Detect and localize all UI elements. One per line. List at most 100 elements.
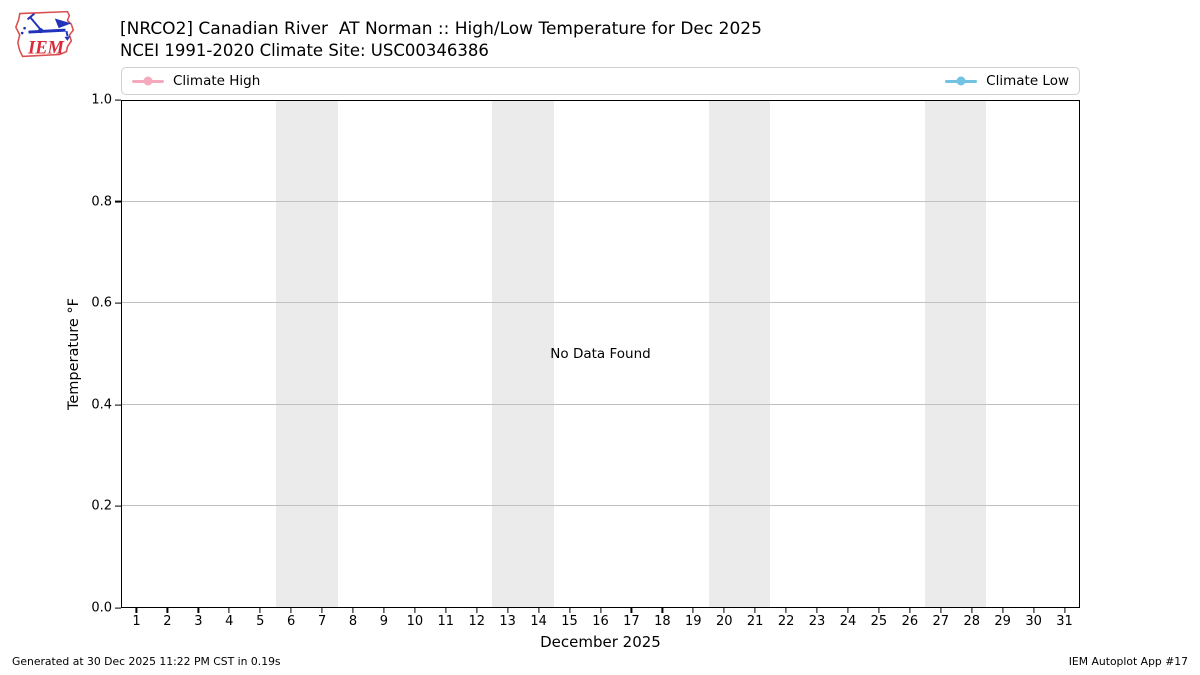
y-tick-mark (115, 302, 121, 304)
x-tick-mark (940, 608, 942, 613)
x-tick-label: 11 (437, 614, 455, 629)
x-tick-label: 19 (685, 614, 702, 629)
x-tick-label: 16 (592, 614, 609, 629)
x-tick-label: 5 (256, 614, 265, 629)
x-tick-mark (166, 608, 168, 613)
x-tick-label: 31 (1056, 614, 1073, 629)
iem-logo: IEM (10, 4, 84, 66)
legend-label: Climate High (173, 73, 261, 89)
legend: Climate High Climate Low (121, 67, 1080, 95)
x-tick-label: 30 (1025, 614, 1042, 629)
x-tick-mark (661, 608, 663, 613)
x-tick-label: 15 (561, 614, 578, 629)
x-tick-mark (135, 608, 138, 613)
x-axis-tick-marks (121, 608, 1080, 614)
weekend-band (492, 101, 555, 607)
y-tick-mark (115, 201, 121, 203)
x-tick-label: 9 (379, 614, 389, 629)
x-tick-mark (228, 608, 230, 613)
x-tick-label: 26 (901, 614, 919, 629)
x-tick-mark (599, 608, 602, 613)
x-tick-mark (785, 608, 787, 613)
x-tick-mark (290, 608, 292, 613)
y-tick-mark (115, 99, 121, 101)
x-tick-label: 2 (163, 614, 172, 629)
x-tick-label: 6 (287, 614, 296, 629)
x-tick-mark (538, 608, 540, 613)
x-tick-label: 22 (777, 614, 795, 629)
x-tick-mark (259, 608, 261, 613)
x-tick-label: 10 (406, 614, 424, 629)
x-tick-mark (909, 608, 911, 613)
x-tick-label: 21 (746, 614, 764, 629)
y-axis-tick-labels: 0.0 0.2 0.4 0.6 0.8 1.0 (60, 94, 112, 615)
y-gridline (122, 201, 1079, 203)
chart-subtitle: NCEI 1991-2020 Climate Site: USC00346386 (120, 41, 489, 60)
x-tick-label: 14 (530, 614, 547, 629)
chart-title: [NRCO2] Canadian River AT Norman :: High… (120, 19, 762, 39)
x-tick-mark (878, 608, 880, 613)
weekend-band (276, 101, 339, 607)
x-tick-mark (723, 608, 725, 613)
svg-text:IEM: IEM (27, 39, 65, 59)
plot-area: No Data Found (121, 100, 1080, 608)
y-gridline (122, 403, 1079, 405)
x-tick-label: 23 (808, 614, 826, 629)
x-tick-label: 8 (348, 614, 358, 629)
x-tick-mark (414, 608, 416, 613)
y-tick-mark (115, 505, 121, 507)
legend-item-climate-low: Climate Low (945, 73, 1069, 89)
x-tick-mark (1002, 608, 1004, 613)
x-tick-mark (476, 608, 478, 613)
x-tick-mark (1033, 608, 1035, 613)
x-tick-mark (847, 608, 849, 613)
x-tick-label: 4 (225, 614, 234, 629)
x-tick-mark (507, 608, 509, 613)
x-tick-label: 17 (623, 614, 640, 629)
x-axis-tick-labels: 1 2 3 4 5 6 7 8 9 10 11 12 13 14 15 16 17 18 19 20 21 22 23 24 2… (121, 614, 1080, 632)
x-tick-mark (568, 608, 571, 613)
x-tick-label: 28 (963, 614, 980, 629)
x-tick-label: 12 (468, 614, 486, 629)
x-tick-mark (445, 608, 447, 613)
x-tick-label: 1 (132, 614, 141, 629)
y-tick-label: 0.4 (91, 397, 112, 413)
x-tick-mark (816, 608, 818, 613)
y-axis-tick-marks (115, 99, 121, 609)
x-axis-label: December 2025 (540, 633, 661, 651)
no-data-message: No Data Found (550, 346, 651, 362)
weekend-band (708, 101, 771, 607)
x-tick-mark (1063, 608, 1066, 613)
x-tick-label: 7 (317, 614, 327, 629)
x-tick-label: 27 (932, 614, 950, 629)
x-tick-label: 3 (194, 614, 203, 629)
climate-low-marker-icon (945, 76, 978, 86)
x-tick-mark (383, 608, 385, 613)
y-tick-mark (115, 607, 121, 609)
x-tick-label: 24 (839, 614, 857, 629)
x-tick-label: 25 (870, 614, 888, 629)
x-tick-label: 13 (499, 614, 516, 629)
x-tick-mark (692, 608, 694, 613)
y-tick-label: 1.0 (91, 92, 112, 108)
x-tick-label: 18 (654, 614, 671, 629)
x-tick-mark (352, 608, 354, 613)
x-tick-mark (971, 608, 973, 613)
y-gridline (122, 302, 1079, 304)
x-tick-mark (197, 608, 199, 613)
y-gridline (122, 504, 1079, 506)
autoplot-app-credit: IEM Autoplot App #17 (1068, 655, 1188, 668)
x-tick-mark (630, 608, 633, 613)
generated-timestamp: Generated at 30 Dec 2025 11:22 PM CST in… (12, 655, 281, 668)
y-tick-label: 0.2 (91, 498, 112, 514)
x-tick-mark (321, 608, 323, 613)
legend-item-climate-high: Climate High (132, 73, 260, 89)
weekend-band (924, 101, 987, 607)
iowa-state-logo-icon: IEM (14, 10, 75, 59)
x-tick-mark (754, 608, 756, 613)
y-tick-mark (115, 404, 121, 406)
x-tick-label: 29 (994, 614, 1011, 629)
x-tick-label: 20 (715, 614, 733, 629)
climate-high-marker-icon (132, 76, 164, 86)
legend-label: Climate Low (986, 73, 1069, 89)
